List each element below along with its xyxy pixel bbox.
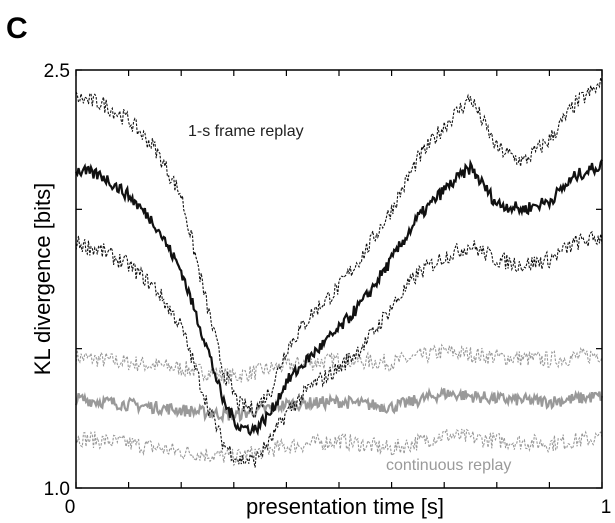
panel-label: C xyxy=(6,12,28,45)
annotation-frame-replay: 1-s frame replay xyxy=(188,123,304,140)
series-1-s-frame-replay-lower-line xyxy=(75,230,603,468)
series-layer xyxy=(74,77,604,468)
x-tick-label-right: 1 xyxy=(601,497,612,518)
axes xyxy=(75,69,603,489)
series-1-s-frame-replay-mean-line xyxy=(75,158,603,437)
y-axis-title: KL divergence [bits] xyxy=(30,183,55,375)
series-continuous-replay-mean-line xyxy=(74,386,604,424)
tick-marks xyxy=(75,69,603,489)
x-tick-label-left: 0 xyxy=(65,497,76,518)
series-1-s-frame-replay-upper-line xyxy=(75,77,603,419)
y-tick-label-top: 2.5 xyxy=(44,61,70,82)
annotation-continuous-replay: continuous replay xyxy=(386,457,511,474)
x-axis-title: presentation time [s] xyxy=(246,494,444,519)
series-continuous-replay-lower-line xyxy=(75,428,603,467)
y-tick-label-bottom: 1.0 xyxy=(44,479,70,500)
series-continuous-replay-upper-line xyxy=(75,343,603,384)
plot-frame xyxy=(75,69,603,489)
